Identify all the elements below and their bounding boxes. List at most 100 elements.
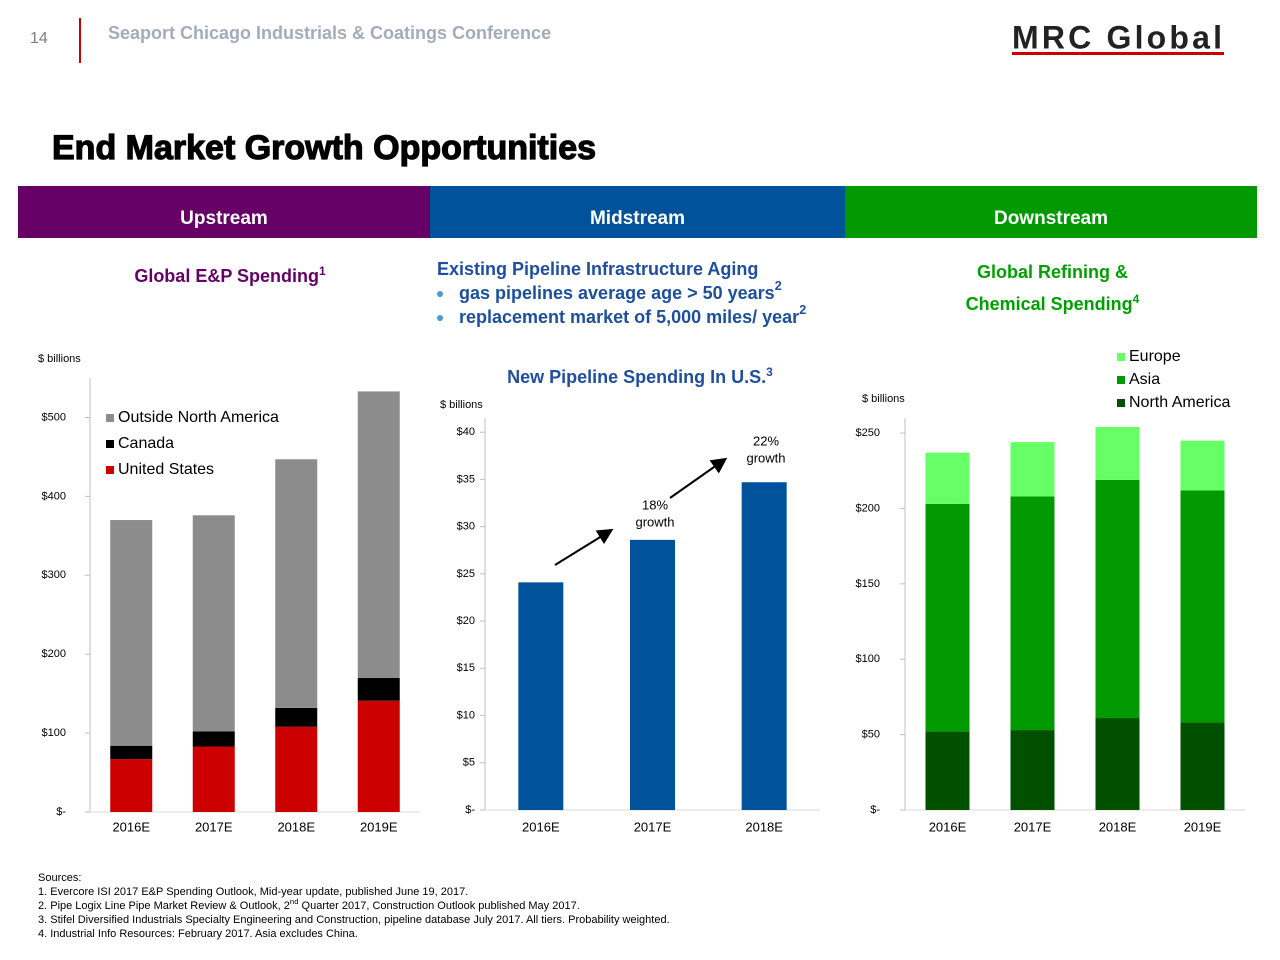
superscript: nd — [290, 897, 299, 906]
segment-label: Upstream — [180, 208, 268, 229]
chart-title: Global Refining & Chemical Spending4 — [945, 259, 1160, 318]
segment-band — [430, 186, 845, 238]
y-tick-label: $400 — [42, 490, 66, 502]
legend-swatch — [1117, 399, 1125, 407]
x-tick-label: 2018E — [1099, 819, 1137, 834]
legend-swatch — [1117, 376, 1125, 384]
bar — [925, 503, 970, 732]
y-tick-label: $5 — [463, 757, 475, 769]
bar — [1095, 479, 1140, 719]
chart-title-note: 3 — [766, 365, 773, 379]
slide-heading: End Market Growth Opportunities — [52, 129, 596, 167]
chart-title: Global E&P Spending1 — [100, 258, 360, 290]
y-tick-label: $- — [465, 804, 475, 816]
chart-title-text: Global Refining & Chemical Spending — [965, 262, 1133, 314]
bar — [741, 482, 787, 810]
text-part: 2. Pipe Logix Line Pipe Market Review & … — [38, 900, 290, 912]
bar — [357, 677, 400, 701]
conference-name: Seaport Chicago Industrials & Coatings C… — [108, 23, 551, 43]
x-tick-label: 2017E — [634, 819, 672, 834]
legend-label: Europe — [1129, 348, 1181, 365]
y-tick-label: $10 — [457, 709, 475, 721]
legend-swatch — [1117, 353, 1125, 361]
y-tick-label: $200 — [856, 502, 880, 514]
annotation: 18% — [642, 497, 668, 512]
logo-underline — [1012, 52, 1224, 55]
y-tick-label: $100 — [856, 653, 880, 665]
segment-label: Downstream — [994, 208, 1108, 229]
bar — [1010, 496, 1055, 731]
legend-swatch — [106, 414, 114, 422]
bar — [1010, 442, 1055, 497]
bar — [357, 700, 400, 812]
x-tick-label: 2018E — [277, 819, 315, 834]
segment-band — [18, 186, 430, 238]
segment-label: Midstream — [590, 208, 685, 229]
bar — [1180, 490, 1225, 723]
segment-band — [845, 186, 1257, 238]
bar — [925, 731, 970, 810]
source-item: 2. Pipe Logix Line Pipe Market Review & … — [38, 897, 580, 912]
bar — [275, 707, 318, 727]
x-tick-label: 2018E — [745, 819, 783, 834]
text-part: 3. Stifel Diversified Industrials Specia… — [38, 914, 670, 926]
bar — [1095, 718, 1140, 810]
legend-label: Outside North America — [118, 409, 279, 426]
chart-title-text: Global E&P Spending — [134, 266, 319, 286]
slide-number: 14 — [30, 30, 48, 47]
chart-title-note: 1 — [319, 264, 326, 278]
y-tick-label: $200 — [42, 648, 66, 660]
arrow — [554, 528, 614, 566]
text-part: 4. Industrial Info Resources: February 2… — [38, 928, 358, 940]
legend-swatch — [106, 440, 114, 448]
y-tick-label: $35 — [457, 473, 475, 485]
y-tick-label: $25 — [457, 568, 475, 580]
x-tick-label: 2016E — [929, 819, 967, 834]
growth-arrows — [554, 457, 728, 566]
x-tick-label: 2019E — [360, 819, 398, 834]
arrow — [669, 457, 728, 499]
bar — [110, 759, 153, 812]
y-tick-label: $- — [870, 804, 880, 816]
midstream-heading: Existing Pipeline Infrastructure Aging — [437, 259, 758, 279]
units-label: $ billions — [38, 353, 81, 365]
units-label: $ billions — [862, 393, 905, 405]
bar — [1095, 427, 1140, 480]
legend-swatch — [106, 466, 114, 474]
text-part: 1. Evercore ISI 2017 E&P Spending Outloo… — [38, 886, 468, 898]
bar — [518, 582, 564, 810]
legend-label: Asia — [1129, 371, 1160, 388]
bar — [110, 745, 153, 760]
bar — [192, 731, 235, 747]
logo: MRC Global — [1012, 19, 1222, 55]
y-tick-label: $20 — [457, 615, 475, 627]
bar — [357, 391, 400, 678]
text-part: gas pipelines average age > 50 years — [459, 283, 775, 303]
text-part: replacement market of 5,000 miles/ year — [459, 307, 799, 327]
bar — [1180, 440, 1225, 491]
bar — [275, 459, 318, 708]
bullet-dot — [437, 315, 443, 321]
y-tick-label: $250 — [856, 427, 880, 439]
units-label: $ billions — [440, 399, 483, 411]
x-tick-label: 2016E — [112, 819, 150, 834]
x-tick-label: 2017E — [1014, 819, 1052, 834]
bar — [1010, 730, 1055, 810]
source-item: 4. Industrial Info Resources: February 2… — [38, 928, 358, 940]
y-tick-label: $40 — [457, 426, 475, 438]
y-tick-label: $300 — [42, 569, 66, 581]
legend-label: Canada — [118, 435, 174, 452]
y-tick-label: $15 — [457, 662, 475, 674]
bar — [275, 726, 318, 812]
superscript: 2 — [775, 279, 782, 293]
chart-title-text: New Pipeline Spending In U.S. — [507, 367, 767, 387]
source-item: 1. Evercore ISI 2017 E&P Spending Outloo… — [38, 886, 468, 898]
text-part: Quarter 2017, Construction Outlook publi… — [298, 900, 579, 912]
source-item: 3. Stifel Diversified Industrials Specia… — [38, 914, 670, 926]
y-tick-label: $100 — [42, 727, 66, 739]
bullet-dot — [437, 291, 443, 297]
legend-label: North America — [1129, 394, 1230, 411]
bar — [192, 746, 235, 812]
annotation: growth — [635, 514, 674, 529]
